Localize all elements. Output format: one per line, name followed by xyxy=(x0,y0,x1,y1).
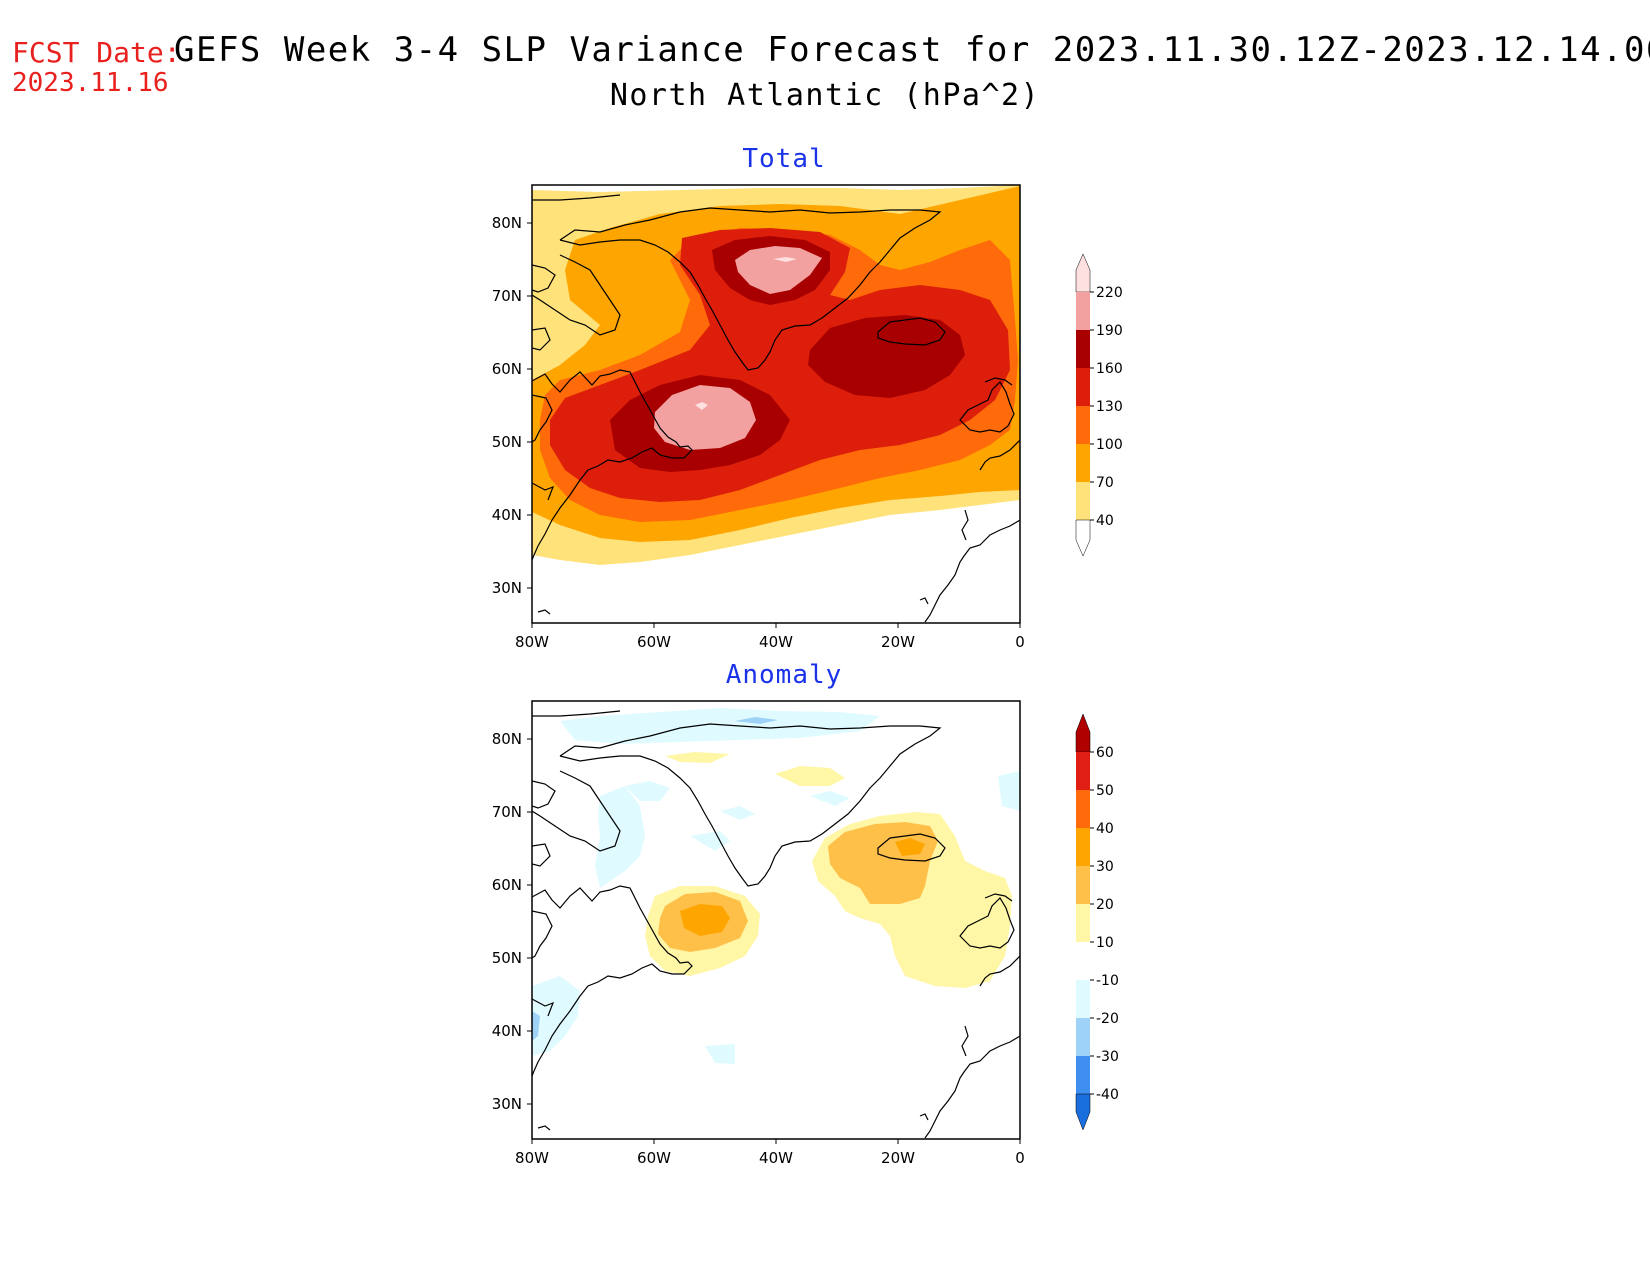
total-lat-label: 50N xyxy=(492,433,522,451)
anomaly-colorbar-label: 20 xyxy=(1096,897,1114,913)
anomaly-lat-label: 40N xyxy=(492,1022,522,1040)
anomaly-colorbar-top-arrow xyxy=(1075,713,1091,753)
total-colorbar-box xyxy=(1076,292,1090,330)
anomaly-colorbar-box xyxy=(1076,942,1090,980)
anomaly-lat-label: 70N xyxy=(492,803,522,821)
panel-title-total: Total xyxy=(742,144,826,174)
anomaly-lon-label: 40W xyxy=(759,1149,793,1167)
anomaly-colorbar-label: -10 xyxy=(1096,973,1119,989)
total-colorbar: 220 190 160 130 100 70 40 xyxy=(1075,253,1123,557)
anomaly-colorbar-box xyxy=(1076,790,1090,828)
anomaly-lat-label: 60N xyxy=(492,876,522,894)
total-axes xyxy=(527,222,1021,628)
total-colorbar-box xyxy=(1076,482,1090,520)
total-colorbar-bottom-arrow xyxy=(1075,519,1091,557)
anomaly-colorbar-label: 30 xyxy=(1096,859,1114,875)
anomaly-colorbar-label: 40 xyxy=(1096,821,1114,837)
panel-title-anomaly: Anomaly xyxy=(725,660,843,690)
anomaly-lat-label: 80N xyxy=(492,730,522,748)
anomaly-colorbar-label: -30 xyxy=(1096,1049,1119,1065)
total-colorbar-box xyxy=(1076,444,1090,482)
anomaly-colorbar-bottom-arrow xyxy=(1075,1093,1091,1131)
fcst-date-value: 2023.11.16 xyxy=(12,68,169,98)
anomaly-lat-label: 50N xyxy=(492,949,522,967)
total-lon-label: 60W xyxy=(637,633,671,651)
anomaly-colorbar-label: -40 xyxy=(1096,1087,1119,1103)
anomaly-colorbar-box xyxy=(1076,980,1090,1018)
anomaly-colorbar-box xyxy=(1076,828,1090,866)
total-lat-label: 80N xyxy=(492,214,522,232)
total-lon-label: 80W xyxy=(515,633,549,651)
anomaly-axes xyxy=(527,738,1021,1144)
anomaly-colorbar: 60 50 40 30 20 10 -10 -20 -30 -40 xyxy=(1075,713,1119,1131)
total-colorbar-label: 190 xyxy=(1096,323,1123,339)
total-colorbar-box xyxy=(1076,330,1090,368)
total-colorbar-label: 160 xyxy=(1096,361,1123,377)
anomaly-lon-label: 60W xyxy=(637,1149,671,1167)
total-lon-label: 0 xyxy=(1015,633,1025,651)
total-colorbar-label: 220 xyxy=(1096,285,1123,301)
total-lat-label: 70N xyxy=(492,287,522,305)
fcst-date-label: FCST Date: xyxy=(12,36,181,69)
anomaly-colorbar-box xyxy=(1076,1018,1090,1056)
total-colorbar-box xyxy=(1076,368,1090,406)
anomaly-lat-label: 30N xyxy=(492,1095,522,1113)
total-colorbar-label: 100 xyxy=(1096,437,1123,453)
total-colorbar-label: 70 xyxy=(1096,475,1114,491)
page-title: GEFS Week 3-4 SLP Variance Forecast for … xyxy=(174,30,1650,70)
total-lat-label: 40N xyxy=(492,506,522,524)
total-colorbar-label: 130 xyxy=(1096,399,1123,415)
anomaly-colorbar-label: -20 xyxy=(1096,1011,1119,1027)
anomaly-colorbar-label: 50 xyxy=(1096,783,1114,799)
total-map xyxy=(531,184,1021,624)
anomaly-lon-label: 20W xyxy=(881,1149,915,1167)
anomaly-colorbar-label: 10 xyxy=(1096,935,1114,951)
anomaly-colorbar-box xyxy=(1076,1056,1090,1094)
anomaly-colorbar-box xyxy=(1076,752,1090,790)
anomaly-map xyxy=(531,700,1021,1140)
total-colorbar-label: 40 xyxy=(1096,513,1114,529)
total-colorbar-box xyxy=(1076,406,1090,444)
anomaly-lon-label: 80W xyxy=(515,1149,549,1167)
anomaly-lon-label: 0 xyxy=(1015,1149,1025,1167)
total-lat-label: 30N xyxy=(492,579,522,597)
total-lon-label: 40W xyxy=(759,633,793,651)
anomaly-colorbar-box xyxy=(1076,866,1090,904)
anomaly-colorbar-box xyxy=(1076,904,1090,942)
page-subtitle: North Atlantic (hPa^2) xyxy=(609,78,1041,113)
total-lat-label: 60N xyxy=(492,360,522,378)
total-colorbar-top-arrow xyxy=(1075,253,1091,293)
total-lon-label: 20W xyxy=(881,633,915,651)
anomaly-colorbar-label: 60 xyxy=(1096,745,1114,761)
